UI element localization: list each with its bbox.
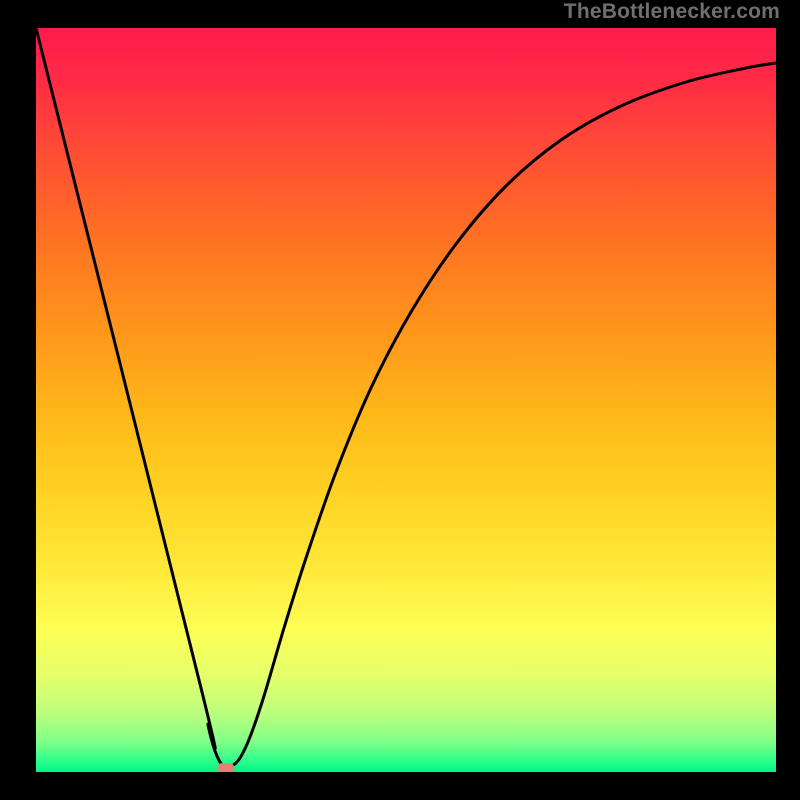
plot-area (36, 28, 776, 772)
watermark-text: TheBottlenecker.com (564, 0, 780, 24)
curve-svg (36, 28, 776, 772)
chart-container: TheBottlenecker.com (0, 0, 800, 800)
bottleneck-curve (36, 28, 776, 768)
minimum-marker (218, 763, 235, 772)
